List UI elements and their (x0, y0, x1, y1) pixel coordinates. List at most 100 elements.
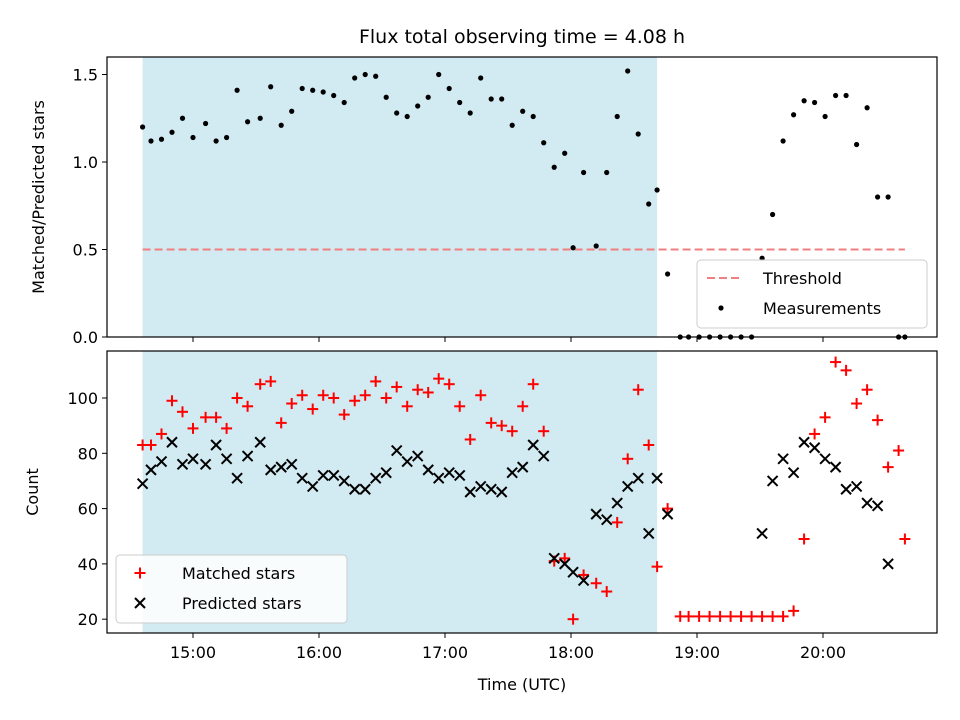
x-tick-label: 19:00 (674, 643, 720, 662)
data-point (169, 129, 175, 135)
data-point (632, 472, 644, 484)
data-point (254, 378, 266, 390)
data-point (187, 422, 199, 434)
bottom-legend: Matched stars Predicted stars (115, 554, 348, 624)
data-point (285, 458, 298, 471)
data-point (268, 84, 274, 90)
data-point (155, 455, 168, 468)
data-point (401, 400, 413, 412)
data-point (177, 406, 188, 418)
data-point (567, 613, 579, 625)
data-point (296, 472, 308, 484)
data-point (646, 201, 652, 207)
legend-label: Threshold (762, 269, 842, 288)
data-point (840, 483, 852, 495)
panel-top: 0.0 0.5 1.0 1.5 Matched/Predicted stars Thr… (29, 56, 938, 347)
data-point (625, 68, 631, 74)
data-point (791, 112, 797, 118)
data-point (819, 411, 831, 423)
data-point (156, 428, 167, 440)
data-point (348, 483, 361, 495)
data-point (485, 417, 497, 429)
data-point (767, 610, 779, 622)
data-point (622, 453, 634, 465)
data-point (278, 122, 284, 128)
data-point (317, 469, 329, 482)
data-point (830, 356, 842, 368)
data-point (840, 364, 852, 376)
data-point (787, 466, 800, 479)
data-point (861, 497, 873, 509)
data-point (338, 409, 350, 421)
legend-label: Predicted stars (182, 594, 302, 613)
data-point (651, 561, 663, 573)
y-tick-label: 1.0 (73, 153, 98, 172)
data-point (210, 439, 222, 451)
data-point (176, 458, 189, 471)
data-point (401, 455, 413, 468)
data-point (296, 389, 308, 401)
data-point (882, 461, 894, 473)
data-point (425, 94, 431, 100)
panel-bottom: 20 40 60 80 100 15:00 16:00 17:00 18:00 19:00 20:… (23, 350, 938, 662)
data-point (746, 610, 758, 622)
data-point (850, 480, 863, 493)
data-point (882, 558, 894, 570)
data-point (220, 453, 233, 465)
data-point (464, 486, 476, 498)
data-point (604, 169, 610, 176)
data-point (320, 89, 326, 95)
data-point (714, 610, 726, 622)
legend-handle (134, 597, 146, 609)
data-point (221, 422, 233, 434)
data-point (140, 124, 146, 130)
data-point (725, 610, 737, 622)
data-point (506, 425, 518, 437)
data-point (359, 389, 371, 401)
data-point (766, 475, 779, 487)
data-point (478, 75, 484, 81)
data-point (590, 577, 602, 589)
data-point (412, 384, 424, 396)
data-point (770, 211, 776, 218)
data-point (242, 400, 254, 412)
data-point (145, 464, 157, 476)
data-point (798, 436, 810, 448)
y-tick-label: 80 (78, 444, 98, 463)
data-point (520, 108, 526, 114)
data-point (310, 87, 316, 93)
data-point (885, 194, 891, 200)
data-point (203, 120, 209, 127)
data-point (422, 464, 434, 476)
data-point (614, 113, 620, 120)
data-point (136, 477, 149, 490)
data-point (275, 461, 287, 473)
data-point (464, 433, 476, 445)
data-point (777, 453, 789, 465)
data-point (893, 445, 905, 457)
data-point (578, 569, 590, 581)
data-point (317, 389, 329, 401)
data-point (349, 395, 361, 407)
data-point (145, 439, 157, 451)
data-point (822, 113, 828, 120)
data-point (581, 169, 587, 176)
x-tick-label: 17:00 (422, 643, 468, 662)
y-tick-label: 60 (78, 500, 98, 519)
data-point (241, 450, 254, 462)
data-point (443, 378, 455, 390)
data-point (264, 464, 277, 476)
data-point (516, 461, 529, 473)
data-point (275, 417, 287, 429)
data-point (661, 508, 674, 520)
data-point (843, 92, 849, 99)
data-point (756, 610, 768, 622)
top-x-ticks (192, 337, 824, 342)
data-point (231, 392, 243, 404)
data-point (373, 73, 379, 79)
data-point (148, 138, 154, 144)
data-point (611, 516, 623, 528)
legend-box (696, 259, 928, 329)
data-point (341, 99, 347, 106)
data-point (871, 500, 884, 512)
